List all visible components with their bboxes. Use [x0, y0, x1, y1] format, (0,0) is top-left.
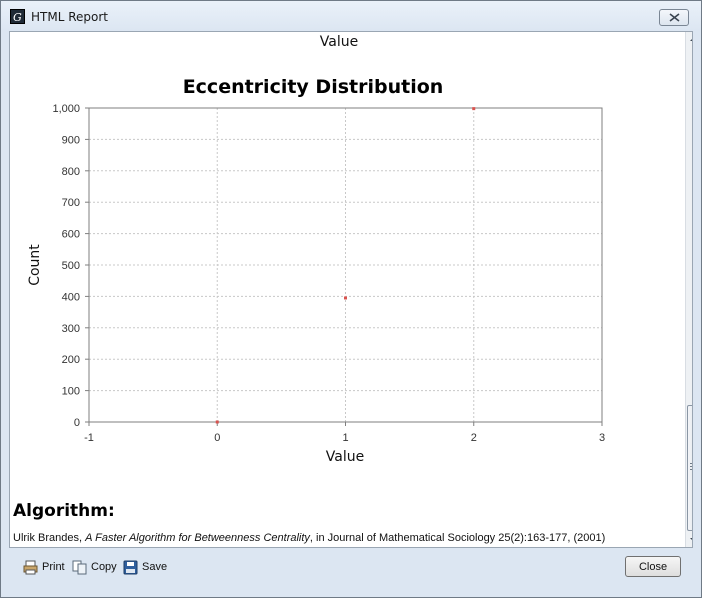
- grip-line: [690, 466, 692, 467]
- x-tick-label: -1: [84, 432, 94, 444]
- window-title: HTML Report: [31, 10, 108, 24]
- floppy-disk-icon: [123, 560, 138, 574]
- y-tick-label: 400: [62, 291, 80, 303]
- svg-text:G: G: [13, 11, 22, 23]
- x-tick-label: 1: [342, 432, 348, 444]
- data-point: [344, 296, 347, 300]
- y-axis-label: Count: [27, 244, 43, 286]
- save-button[interactable]: Save: [123, 557, 167, 577]
- bottom-toolbar: Print Copy Save Close: [1, 551, 701, 597]
- citation-text: Ulrik Brandes, A Faster Algorithm for Be…: [13, 532, 605, 544]
- print-label: Print: [42, 561, 65, 573]
- app-icon: G: [10, 9, 25, 24]
- eccentricity-chart: Eccentricity Distribution 0 100 200 300 400 5…: [27, 76, 605, 465]
- previous-chart-xlabel: Value: [319, 34, 359, 50]
- printer-icon: [23, 560, 38, 574]
- x-tick-label: 3: [599, 432, 605, 444]
- data-point: [472, 107, 476, 111]
- chart-title: Eccentricity Distribution: [183, 76, 444, 98]
- copy-button[interactable]: Copy: [72, 557, 117, 577]
- y-tick-label: 900: [62, 134, 80, 146]
- scroll-thumb[interactable]: [687, 405, 692, 531]
- report-content[interactable]: Value Eccentricity Distribution 0 100 200 3…: [9, 31, 693, 548]
- y-tick-label: 600: [62, 229, 80, 241]
- y-tick-label: 0: [74, 417, 80, 429]
- citation-author: Ulrik Brandes,: [13, 532, 86, 544]
- y-tick-label: 200: [62, 354, 80, 366]
- y-tick-label: 100: [62, 386, 80, 398]
- citation-source: , in Journal of Mathematical Sociology 2…: [309, 532, 606, 544]
- x-tick-label: 2: [471, 432, 477, 444]
- y-tick-label: 700: [62, 197, 80, 209]
- x-axis-label: Value: [326, 449, 364, 465]
- save-label: Save: [142, 561, 168, 573]
- citation-work-title: A Faster Algorithm for Betweenness Centr…: [85, 532, 310, 544]
- grip-line: [690, 463, 692, 464]
- grip-line: [690, 469, 692, 470]
- y-tick-label: 800: [62, 166, 80, 178]
- vertical-scrollbar[interactable]: [685, 32, 693, 547]
- title-bar[interactable]: G HTML Report: [1, 1, 701, 31]
- copy-icon: [72, 560, 87, 574]
- y-tick-label: 300: [62, 323, 80, 335]
- print-button[interactable]: Print: [23, 557, 65, 577]
- data-point: [215, 420, 219, 424]
- close-button[interactable]: Close: [625, 556, 681, 577]
- y-tick-label: 1,000: [52, 103, 80, 115]
- copy-label: Copy: [91, 561, 117, 573]
- x-tick-label: 0: [214, 432, 220, 444]
- scroll-down-icon[interactable]: [689, 535, 693, 544]
- algorithm-heading: Algorithm:: [13, 501, 115, 521]
- window-close-button[interactable]: [659, 9, 689, 26]
- y-tick-label: 500: [62, 260, 80, 272]
- scroll-up-icon[interactable]: [689, 35, 693, 44]
- close-icon: [669, 13, 680, 22]
